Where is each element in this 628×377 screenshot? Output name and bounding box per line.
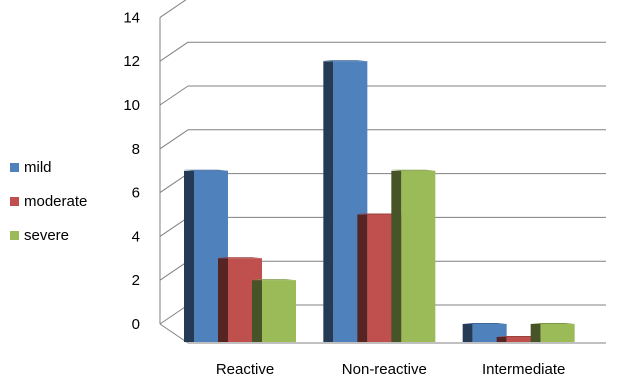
gridline-depth [159, 260, 189, 281]
bar-top-severe [391, 169, 436, 171]
legend-item-moderate: moderate [10, 184, 87, 218]
y-tick-label: 8 [132, 141, 140, 158]
legend-item-severe: severe [10, 218, 87, 252]
legend-swatch-moderate [10, 196, 19, 206]
gridline-depth [159, 173, 189, 194]
x-tick-label: Reactive [216, 361, 274, 377]
y-tick-label: 6 [132, 185, 140, 202]
bar-top-severe [252, 279, 296, 281]
bar-side-mild [323, 61, 334, 342]
legend-swatch-severe [10, 230, 19, 240]
gridline-depth [159, 129, 189, 150]
gridline-depth [159, 85, 189, 106]
x-tick-labels: Reactive Non-reactive Intermediate [216, 361, 566, 377]
bar-severe [262, 280, 296, 342]
y-tick-label: 14 [123, 9, 140, 26]
bar-side-moderate [496, 337, 507, 342]
bar-side-severe [252, 280, 262, 342]
y-tick-label: 2 [132, 272, 140, 289]
axes [159, 17, 606, 344]
y-tick-label: 0 [132, 316, 140, 333]
bar-severe [401, 170, 436, 342]
bar-top-mild [323, 60, 368, 62]
legend: mild moderate severe [10, 150, 87, 252]
y-tick-labels: 0 2 4 6 8 10 12 14 [123, 9, 140, 333]
gridline-depth [159, 216, 189, 237]
x-tick-label: Intermediate [482, 361, 565, 377]
y-tick-label: 10 [123, 97, 140, 114]
bar-side-severe [530, 324, 541, 342]
bar-top-mild [462, 323, 507, 324]
legend-swatch-mild [10, 162, 19, 172]
gridline-depth [159, 304, 189, 325]
bars [184, 60, 575, 342]
bar-top-moderate [496, 336, 541, 337]
gridline-depth [159, 0, 187, 18]
bar-side-moderate [357, 214, 368, 342]
bar-side-mild [462, 324, 473, 342]
gridline-depth [159, 41, 189, 62]
bar-top-severe [530, 323, 575, 324]
x-tick-label: Non-reactive [342, 361, 427, 377]
legend-label-mild: mild [24, 158, 52, 176]
y-tick-label: 4 [132, 228, 140, 245]
floor-depth [159, 323, 189, 344]
bar-side-severe [391, 170, 402, 342]
bar-side-moderate [218, 258, 228, 342]
legend-label-moderate: moderate [24, 192, 88, 210]
y-tick-label: 12 [123, 53, 140, 70]
bar-top-moderate [218, 257, 262, 259]
bar-side-mild [184, 170, 194, 342]
bar-top-mild [184, 169, 228, 171]
legend-item-mild: mild [10, 150, 87, 184]
bar-top-moderate [357, 213, 402, 215]
bar-severe [540, 324, 575, 342]
bar-moderate [506, 337, 541, 342]
legend-label-severe: severe [24, 226, 70, 244]
